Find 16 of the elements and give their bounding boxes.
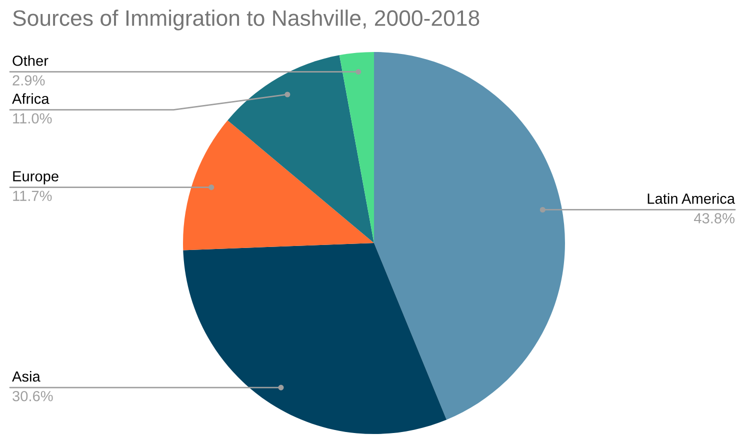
- data-label: 11.7%: [13, 190, 52, 201]
- data-label: 2.9%: [12, 75, 45, 86]
- slice-label: Other: [12, 55, 48, 66]
- pie-slice: [183, 120, 374, 250]
- slice-label: Asia: [12, 370, 40, 382]
- pie-slice: [183, 243, 447, 434]
- pie-slice: [339, 52, 374, 243]
- slice-label: Africa: [12, 93, 50, 104]
- data-label: 30.6%: [12, 390, 53, 402]
- chart-title: Sources of Immigration to Nashville, 2000-2018: [13, 10, 480, 30]
- pie-slice: [228, 55, 374, 243]
- data-label: 11.0%: [13, 113, 52, 124]
- pie-slice: [374, 52, 565, 420]
- slice-label: Europe: [13, 171, 58, 184]
- data-label: 43.8%: [694, 213, 734, 224]
- slice-label: Latin America: [648, 193, 736, 204]
